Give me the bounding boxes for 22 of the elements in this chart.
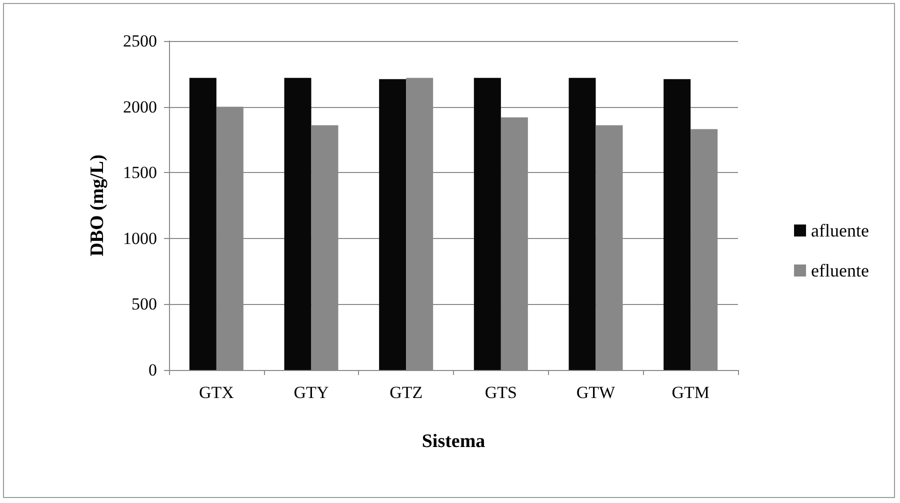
- y-axis-title: DBO (mg/L): [87, 154, 108, 256]
- x-tick-label: GTS: [484, 383, 517, 402]
- bar: [284, 78, 312, 370]
- y-tick-label: 1000: [123, 228, 157, 248]
- bar: [474, 78, 501, 370]
- y-tick-label: 2000: [123, 97, 157, 116]
- x-tick-label: GTY: [294, 383, 329, 402]
- y-tick-label: 0: [148, 360, 157, 380]
- bar: [189, 78, 216, 370]
- bar: [664, 79, 691, 370]
- x-axis-title: Sistema: [422, 431, 486, 452]
- x-tick-label: GTZ: [390, 383, 423, 402]
- legend-label: afluente: [811, 220, 870, 240]
- y-tick-label: 2500: [123, 32, 157, 50]
- bar: [568, 78, 596, 370]
- x-tick-label: GTM: [672, 383, 710, 402]
- y-tick-label: 500: [132, 294, 157, 314]
- x-tick-label: GTW: [576, 383, 616, 402]
- legend-label: efluente: [811, 260, 870, 280]
- x-tick-label: GTX: [198, 383, 234, 402]
- bar: [379, 79, 406, 370]
- y-tick-label: 1500: [123, 163, 157, 182]
